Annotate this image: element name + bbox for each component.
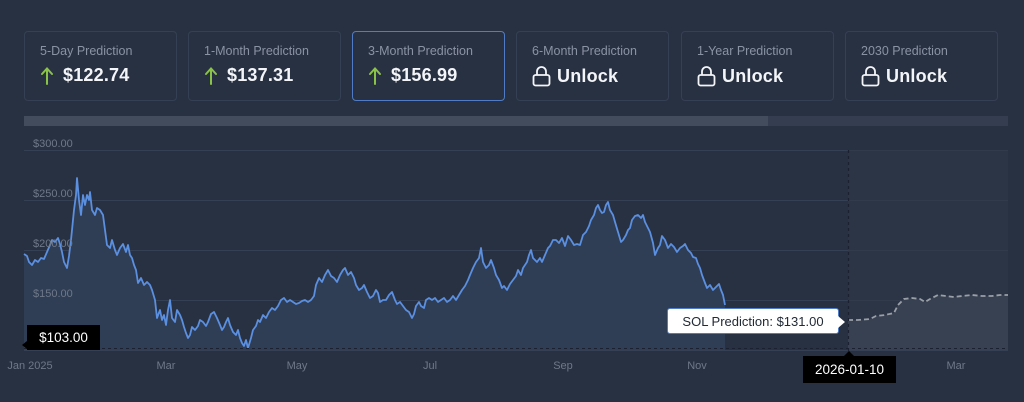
- historical-line: [23, 177, 726, 349]
- unlock-button[interactable]: Unlock: [886, 65, 948, 86]
- crosshair-date-tag: 2026-01-10: [803, 351, 896, 383]
- lock-icon: [697, 66, 716, 87]
- x-tick-mar: Mar: [156, 360, 176, 372]
- card-label: 6-Month Prediction: [532, 44, 637, 58]
- card-label: 5-Day Prediction: [40, 44, 133, 58]
- unlock-button[interactable]: Unlock: [722, 65, 784, 86]
- lock-icon: [532, 66, 551, 87]
- card-6-month-prediction[interactable]: 6-Month Prediction Unlock: [516, 31, 669, 101]
- card-label: 1-Year Prediction: [697, 44, 793, 58]
- y-tick-250: $250.00: [33, 188, 73, 200]
- grid-lines: [24, 150, 1008, 351]
- scrollbar-thumb[interactable]: [24, 116, 768, 126]
- x-tick-jan-2025: Jan 2025: [7, 360, 53, 372]
- y-tick-300: $300.00: [33, 138, 73, 150]
- min-price-tag: $103.00: [22, 325, 100, 350]
- x-tick-nov: Nov: [687, 360, 707, 372]
- arrow-up-icon: [41, 66, 53, 85]
- arrow-up-icon: [205, 66, 217, 85]
- card-5-day-prediction[interactable]: 5-Day Prediction $122.74: [24, 31, 177, 101]
- card-value: $156.99: [391, 65, 458, 85]
- arrow-up-icon: [369, 66, 381, 85]
- y-tick-150: $150.00: [33, 288, 73, 300]
- card-label: 2030 Prediction: [861, 44, 948, 58]
- card-1-year-prediction[interactable]: 1-Year Prediction Unlock: [681, 31, 834, 101]
- x-tick-may: May: [286, 360, 308, 372]
- chart-range-scrollbar[interactable]: [24, 116, 1008, 126]
- card-3-month-prediction[interactable]: 3-Month Prediction $156.99: [352, 31, 505, 101]
- card-2030-prediction[interactable]: 2030 Prediction Unlock: [845, 31, 998, 101]
- prediction-cards: 5-Day Prediction $122.74 1-Month Predict…: [24, 31, 999, 101]
- card-1-month-prediction[interactable]: 1-Month Prediction $137.31: [188, 31, 341, 101]
- card-value: $137.31: [227, 65, 294, 85]
- x-tick-mar-2026: Mar: [946, 360, 966, 372]
- prediction-tooltip: SOL Prediction: $131.00: [667, 308, 845, 334]
- x-tick-sep: Sep: [553, 360, 573, 372]
- unlock-button[interactable]: Unlock: [557, 65, 619, 86]
- lock-icon: [861, 66, 880, 87]
- card-value: $122.74: [63, 65, 130, 85]
- historical-area: [24, 178, 725, 350]
- card-label: 1-Month Prediction: [204, 44, 309, 58]
- x-tick-jul: Jul: [422, 360, 438, 372]
- card-label: 3-Month Prediction: [368, 44, 473, 58]
- y-tick-200: $200.00: [33, 238, 73, 250]
- price-chart[interactable]: $300.00 $250.00 $200.00 $150.00 Jan 2025…: [0, 130, 1024, 402]
- prediction-area: [848, 295, 1008, 350]
- chart-plot: [23, 150, 1008, 355]
